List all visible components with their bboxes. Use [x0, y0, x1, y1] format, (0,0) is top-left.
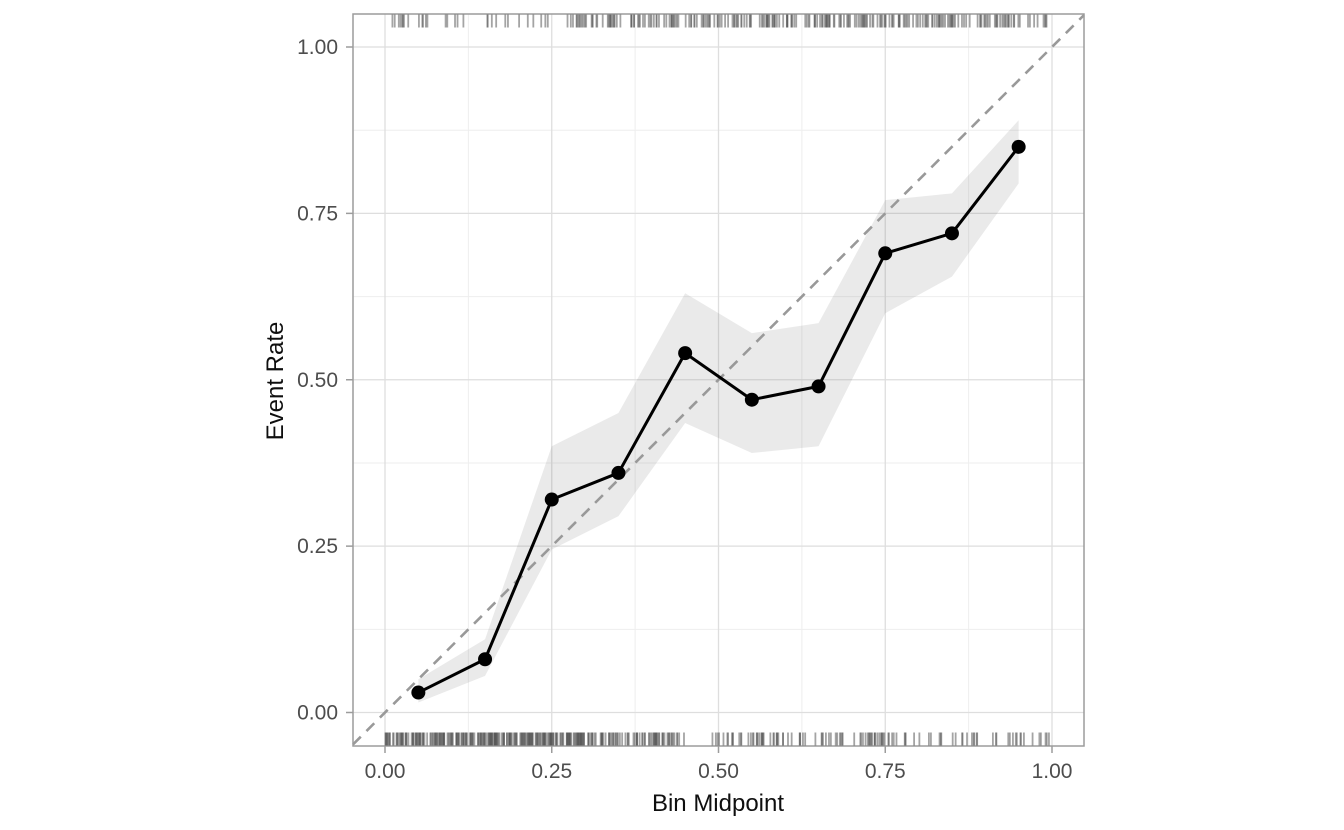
data-point — [678, 346, 693, 361]
x-tick-label: 0.25 — [531, 760, 572, 783]
confidence-ribbon — [418, 120, 1019, 703]
data-point — [544, 492, 559, 507]
data-point — [878, 246, 893, 261]
data-point — [744, 392, 759, 407]
data-point — [478, 652, 493, 667]
data-point — [944, 226, 959, 241]
y-tick-label: 0.25 — [297, 535, 338, 558]
x-axis-title: Bin Midpoint — [651, 790, 785, 817]
x-tick-label: 1.00 — [1032, 760, 1073, 783]
y-tick-label: 1.00 — [297, 36, 338, 59]
y-tick-label: 0.75 — [297, 202, 338, 225]
y-tick-label: 0.50 — [297, 369, 338, 392]
identity-reference-line — [352, 14, 1085, 746]
x-tick-label: 0.00 — [365, 760, 406, 783]
y-axis-title: Event Rate — [262, 321, 289, 441]
y-tick-label: 0.00 — [297, 702, 338, 725]
data-point — [611, 465, 626, 480]
calibration-line — [416, 145, 1021, 695]
data-point — [1011, 139, 1026, 154]
x-tick-label: 0.75 — [865, 760, 906, 783]
data-point — [811, 379, 826, 394]
data-point — [411, 685, 426, 700]
x-tick-label: 0.50 — [698, 760, 739, 783]
